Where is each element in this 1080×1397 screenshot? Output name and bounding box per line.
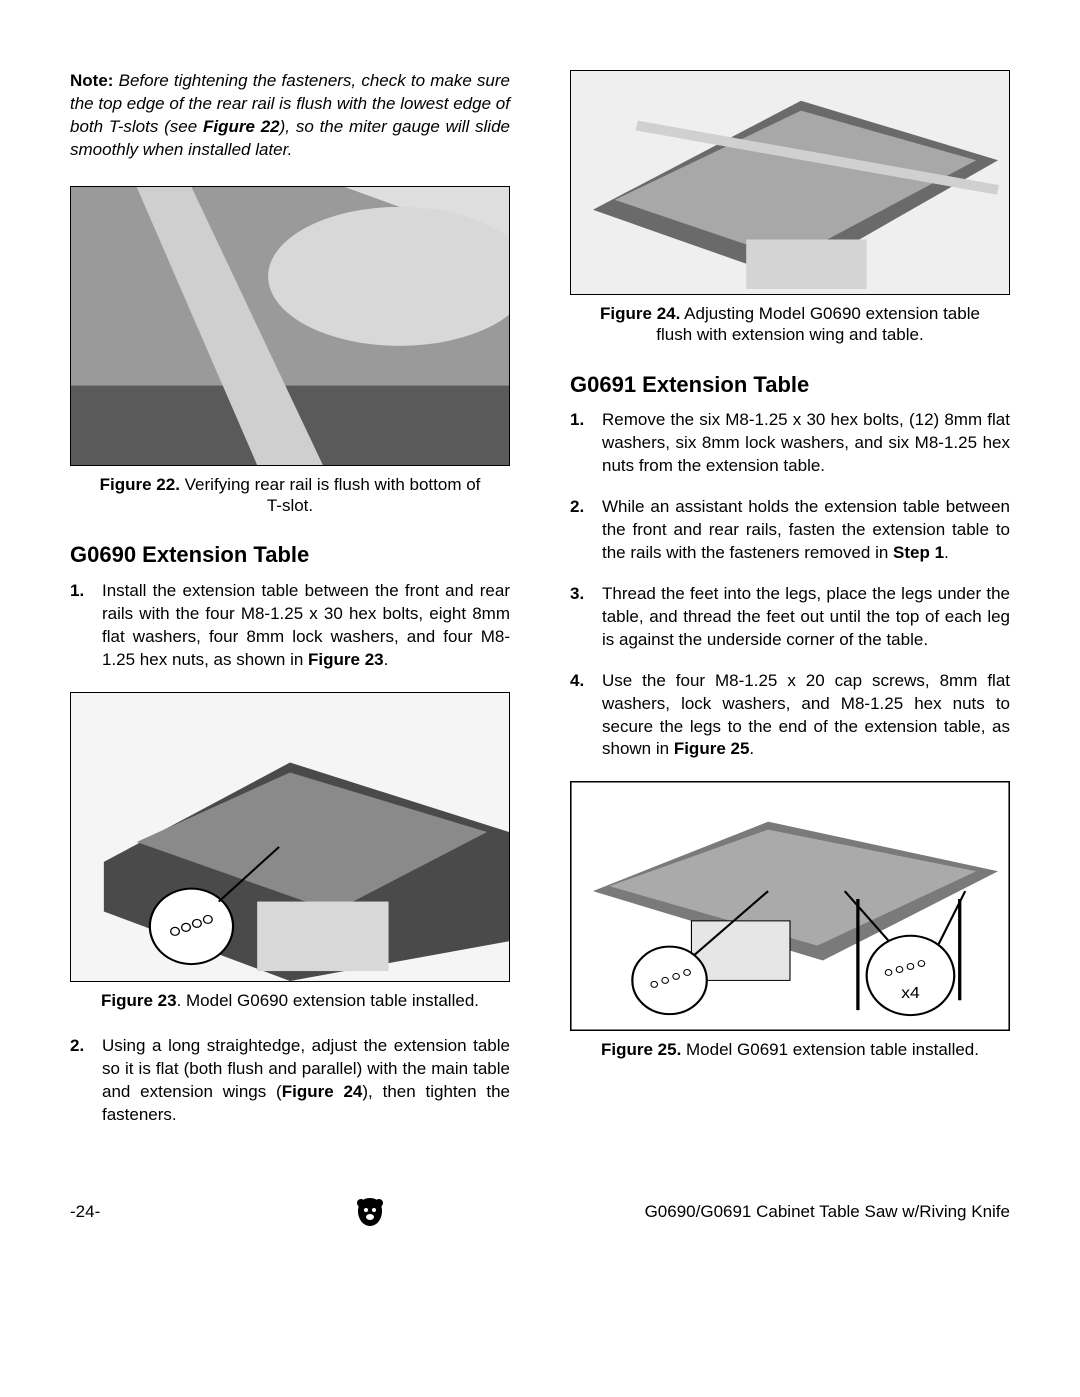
section-title-g0690: G0690 Extension Table <box>70 540 510 570</box>
step-number: 2. <box>570 496 602 565</box>
step-number: 1. <box>570 409 602 478</box>
step-body: Using a long straightedge, adjust the ex… <box>102 1035 510 1127</box>
step-body: Thread the feet into the legs, place the… <box>602 583 1010 652</box>
g0690-steps-2: 2. Using a long straightedge, adjust the… <box>70 1035 510 1127</box>
step-body: Install the extension table between the … <box>102 580 510 672</box>
page-footer: -24- G0690/G0691 Cabinet Table Saw w/Riv… <box>70 1195 1010 1231</box>
list-item: 2. While an assistant holds the extensio… <box>570 496 1010 565</box>
step-number: 4. <box>570 670 602 762</box>
footer-title: G0690/G0691 Cabinet Table Saw w/Riving K… <box>645 1201 1010 1224</box>
figure-24-caption: Figure 24. Adjusting Model G0690 extensi… <box>590 303 990 346</box>
bear-icon <box>352 1195 392 1231</box>
fig24-label: Figure 24. <box>600 304 680 323</box>
list-item: 2. Using a long straightedge, adjust the… <box>70 1035 510 1127</box>
step-body: Remove the six M8-1.25 x 30 hex bolts, (… <box>602 409 1010 478</box>
step-body: While an assistant holds the extension t… <box>602 496 1010 565</box>
fig25-label: Figure 25. <box>601 1040 681 1059</box>
figure-23-image <box>70 692 510 982</box>
page-number: -24- <box>70 1201 100 1224</box>
left-column: Note: Before tightening the fasteners, c… <box>70 70 510 1147</box>
fig25-text: Model G0691 extension table installed. <box>681 1040 979 1059</box>
g0690-steps: 1. Install the extension table between t… <box>70 580 510 672</box>
figure-25-image: x4 <box>570 781 1010 1031</box>
note-label: Note: <box>70 71 113 90</box>
list-item: 1. Remove the six M8-1.25 x 30 hex bolts… <box>570 409 1010 478</box>
step-number: 2. <box>70 1035 102 1127</box>
step-number: 1. <box>70 580 102 672</box>
figure-25-caption: Figure 25. Model G0691 extension table i… <box>590 1039 990 1060</box>
list-item: 3. Thread the feet into the legs, place … <box>570 583 1010 652</box>
figure-24-image <box>570 70 1010 295</box>
figure-22-image <box>70 186 510 466</box>
list-item: 4. Use the four M8-1.25 x 20 cap screws,… <box>570 670 1010 762</box>
section-title-g0691: G0691 Extension Table <box>570 370 1010 400</box>
figure-23-caption: Figure 23. Model G0690 extension table i… <box>90 990 490 1011</box>
right-column: Figure 24. Adjusting Model G0690 extensi… <box>570 70 1010 1147</box>
step-number: 3. <box>570 583 602 652</box>
two-column-layout: Note: Before tightening the fasteners, c… <box>70 70 1010 1147</box>
step-body: Use the four M8-1.25 x 20 cap screws, 8m… <box>602 670 1010 762</box>
list-item: 1. Install the extension table between t… <box>70 580 510 672</box>
g0691-steps: 1. Remove the six M8-1.25 x 30 hex bolts… <box>570 409 1010 761</box>
note-figref: Figure 22 <box>203 117 280 136</box>
fig24-text: Adjusting Model G0690 extension table fl… <box>656 304 980 344</box>
svg-text:x4: x4 <box>901 984 920 1002</box>
figure-22-caption: Figure 22. Verifying rear rail is flush … <box>90 474 490 517</box>
fig22-label: Figure 22. <box>100 475 180 494</box>
note-paragraph: Note: Before tightening the fasteners, c… <box>70 70 510 162</box>
fig22-text: Verifying rear rail is flush with bottom… <box>180 475 480 515</box>
fig23-label: Figure 23 <box>101 991 177 1010</box>
fig23-text: . Model G0690 extension table installed. <box>177 991 479 1010</box>
